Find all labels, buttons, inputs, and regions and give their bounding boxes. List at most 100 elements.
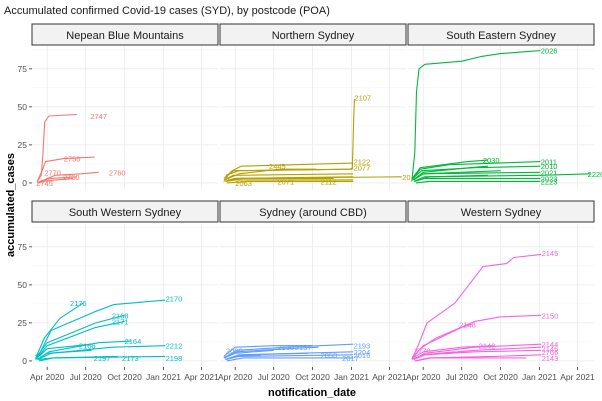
series-line <box>227 177 334 181</box>
series-line <box>412 345 494 359</box>
facet-strip-label: Sydney (around CBD) <box>259 207 367 219</box>
data-label: 2198 <box>166 354 183 363</box>
y-tick-label: 75 <box>18 64 28 74</box>
series-line <box>411 253 542 360</box>
y-tick-label: 25 <box>18 318 28 328</box>
series-line <box>411 351 455 360</box>
series-line <box>412 165 488 181</box>
series-line <box>223 349 274 359</box>
data-label: 2000 <box>226 346 243 355</box>
facet-strip <box>219 23 407 46</box>
x-tick-label: Jan 2021 <box>522 372 557 382</box>
y-tick-label: 0 <box>22 178 27 188</box>
data-label: 2212 <box>166 342 183 351</box>
data-label: 2176 <box>70 299 87 308</box>
series-line <box>36 349 92 360</box>
series-line <box>226 176 402 182</box>
data-label: 2021 <box>541 168 558 177</box>
data-label: 2750 <box>63 173 80 182</box>
x-tick-label: Apr 2021 <box>184 372 219 382</box>
data-label: 2122 <box>354 158 371 167</box>
data-label: 2766 <box>542 348 559 357</box>
data-label: 2770 <box>414 346 431 355</box>
series-line <box>38 355 118 360</box>
data-label: 2150 <box>542 311 559 320</box>
data-label: 2204 <box>354 348 371 357</box>
x-tick-label: Jul 2020 <box>70 372 102 382</box>
data-label: 2144 <box>542 340 559 349</box>
facet-strip <box>407 200 595 223</box>
series-line <box>413 349 542 360</box>
data-label: 2223 <box>541 177 558 186</box>
series-line <box>37 345 166 360</box>
series-line <box>37 156 95 181</box>
data-label: 2107 <box>354 94 371 103</box>
data-label: 2171 <box>112 317 129 326</box>
data-label: 2750 <box>64 155 81 164</box>
data-label: 2148 <box>459 320 476 329</box>
x-tick-label: Apr 2020 <box>406 372 441 382</box>
x-tick-label: Apr 2020 <box>218 372 253 382</box>
series-line <box>413 170 501 181</box>
data-label: 2112 <box>321 177 337 186</box>
series-line <box>411 50 541 182</box>
data-label: 2745 <box>36 179 53 188</box>
data-label: 2077 <box>354 164 371 173</box>
x-tick-label: Jan 2021 <box>146 372 181 382</box>
series-line <box>411 323 472 359</box>
series-line <box>226 352 308 360</box>
data-label: 2010 <box>541 162 558 171</box>
series-line <box>411 159 488 179</box>
series-line <box>414 174 488 182</box>
facet-strip <box>31 200 219 223</box>
facet-strip-label: South Western Sydney <box>69 207 182 219</box>
data-label: 2071 <box>277 177 294 186</box>
facet-strip-label: Nepean Blue Mountains <box>66 30 184 42</box>
x-axis-title: notification_date <box>268 387 356 399</box>
series-line <box>35 302 84 359</box>
series-line <box>412 165 541 179</box>
series-line <box>224 168 317 181</box>
series-line <box>40 171 99 182</box>
series-line <box>226 357 354 362</box>
series-line <box>36 343 92 359</box>
y-axis-title: accumulated_cases <box>5 153 17 257</box>
y-tick-label: 75 <box>18 242 28 252</box>
series-line <box>226 180 354 184</box>
series-line <box>36 113 77 182</box>
x-tick-label: Apr 2021 <box>560 372 595 382</box>
data-label: 2145 <box>542 249 559 258</box>
series-line <box>36 320 125 359</box>
series-line <box>411 161 541 181</box>
x-tick-label: Jul 2020 <box>258 372 290 382</box>
x-tick-label: Jan 2021 <box>334 372 369 382</box>
series-line <box>225 167 354 176</box>
facet-strip-label: Western Sydney <box>461 207 542 219</box>
data-label: 20 <box>402 173 410 182</box>
facet-panel: Nepean Blue Mountains 2747 2750 2760 2770275… <box>18 23 219 189</box>
data-label: 2030 <box>483 156 500 165</box>
data-label: 2193 <box>354 342 371 351</box>
data-label: 2063 <box>235 179 252 188</box>
data-label: 2747 <box>90 112 107 121</box>
series-line <box>223 345 313 357</box>
data-label: 2050 <box>321 351 338 360</box>
data-label: 2770 <box>44 168 61 177</box>
data-label: 2146 <box>542 345 559 354</box>
data-label: 2016 <box>354 351 371 360</box>
series-line <box>223 343 354 359</box>
chart-title: Accumulated confirmed Covid-19 cases (SY… <box>4 5 330 17</box>
series-line <box>415 180 541 184</box>
data-label: 2023 <box>541 174 558 183</box>
data-label: 2011 <box>541 158 557 167</box>
data-label: 2166 <box>79 342 96 351</box>
data-label: 2170 <box>166 295 183 304</box>
data-label: 2142 <box>479 342 496 351</box>
data-label: 2017 <box>342 354 359 363</box>
facet-strip <box>31 23 219 46</box>
